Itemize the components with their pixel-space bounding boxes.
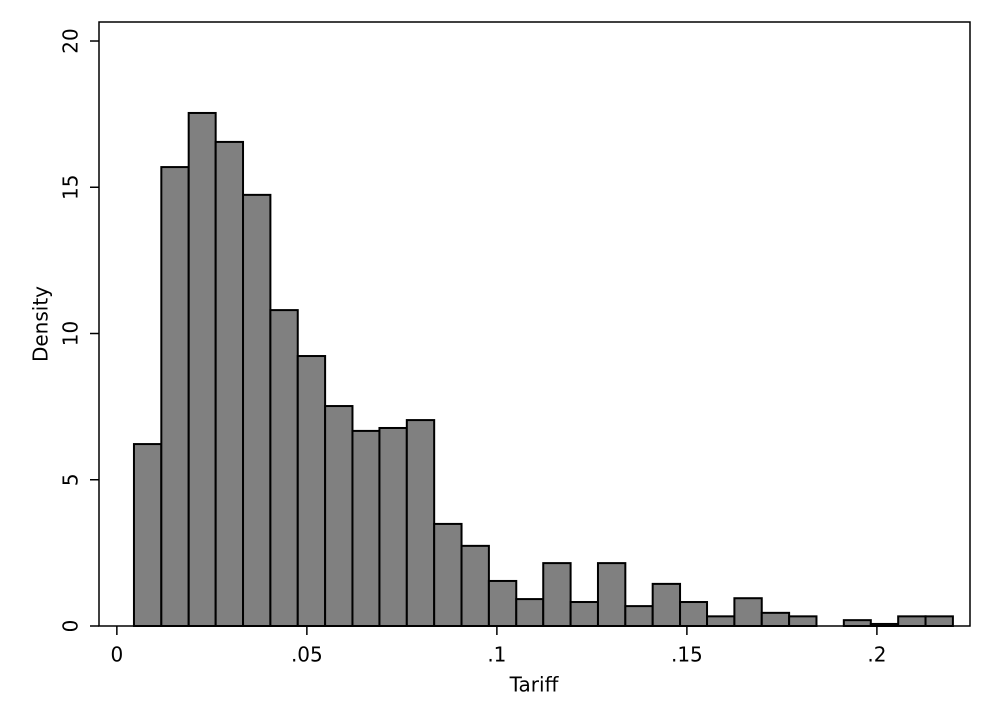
bar	[596, 562, 627, 628]
bar	[897, 615, 927, 628]
bar	[651, 582, 682, 627]
bar	[460, 544, 490, 627]
x-axis-title: Tariff	[509, 673, 560, 697]
bar	[487, 579, 518, 627]
bar	[160, 166, 190, 627]
bar	[760, 611, 791, 627]
x-tick-label: .05	[291, 643, 323, 667]
bar	[132, 443, 163, 627]
bar	[842, 619, 872, 628]
bar	[924, 615, 954, 628]
y-tick-label: 15	[59, 175, 83, 200]
bar	[242, 193, 272, 627]
bar	[324, 405, 354, 627]
x-tick-label: .15	[671, 643, 703, 667]
bar	[733, 597, 763, 627]
x-tick-label: .2	[867, 643, 886, 667]
bar	[679, 601, 709, 628]
bar	[351, 429, 381, 627]
bar	[433, 522, 463, 628]
y-axis-title: Density	[29, 286, 53, 362]
bar	[515, 598, 545, 628]
x-tick-label: 0	[110, 643, 123, 667]
bar	[405, 419, 436, 627]
y-tick-label: 5	[59, 473, 83, 486]
y-tick-label: 0	[59, 620, 83, 633]
bar	[542, 562, 572, 628]
bar	[706, 615, 736, 628]
bar	[187, 111, 217, 627]
y-tick-label: 10	[59, 321, 83, 346]
bar	[296, 355, 327, 627]
bar	[378, 426, 408, 627]
bar	[569, 601, 599, 628]
bar	[269, 309, 299, 627]
bar	[788, 615, 818, 628]
bar	[624, 605, 654, 627]
bar	[214, 140, 245, 627]
bar	[869, 622, 900, 627]
x-tick-label: .1	[487, 643, 506, 667]
y-tick-label: 20	[59, 28, 83, 53]
